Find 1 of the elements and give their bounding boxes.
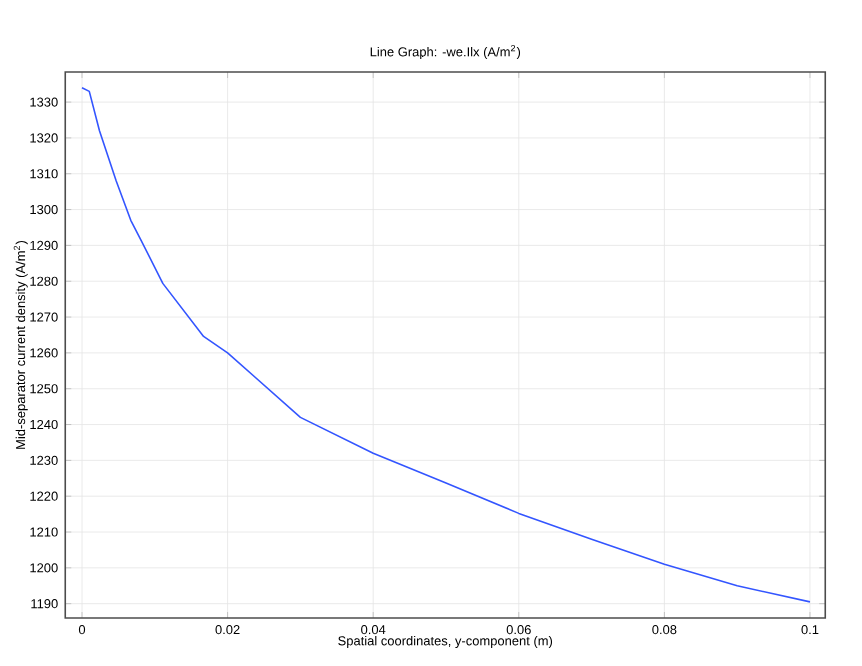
line-series [81, 86, 811, 603]
